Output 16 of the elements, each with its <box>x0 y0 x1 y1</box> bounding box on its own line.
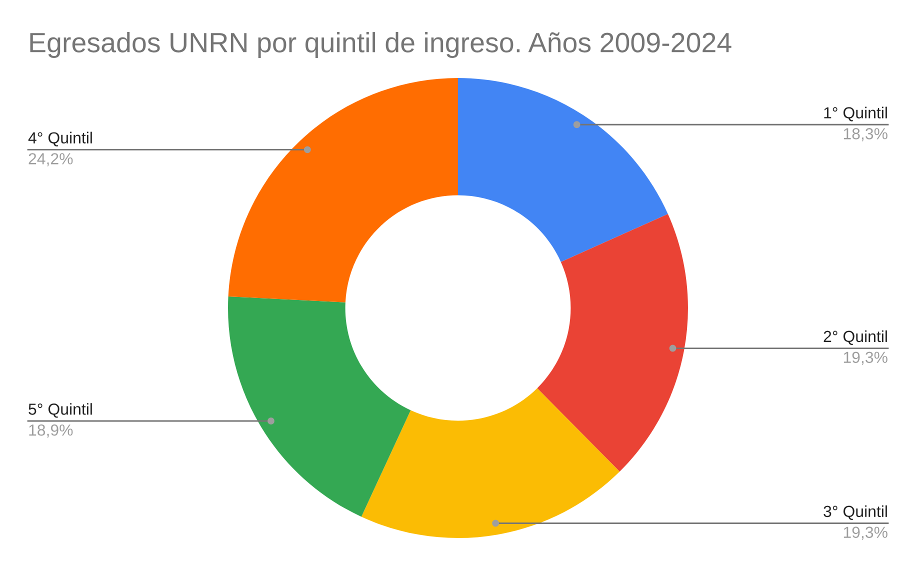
slice-label: 5° Quintil <box>28 403 92 418</box>
donut-slice <box>537 214 688 472</box>
donut-slice <box>361 388 620 538</box>
chart-title: Egresados UNRN por quintil de ingreso. Años 2009-2024 <box>30 32 732 58</box>
data-label: 18,9% <box>29 424 73 438</box>
data-label: 19,3% <box>844 526 888 540</box>
slice-label: 4° Quintil <box>28 132 92 146</box>
slice-label: 3° Quintil <box>824 505 887 520</box>
data-label: 19,3% <box>844 352 888 365</box>
donut-slice <box>228 296 411 517</box>
slice-label: 1° Quintil <box>824 106 887 122</box>
data-label: 18,3% <box>844 128 888 142</box>
slice-label: 2° Quintil <box>824 330 887 345</box>
donut-slice <box>228 78 458 302</box>
data-label: 24,2% <box>28 153 73 166</box>
donut-slice <box>458 78 668 262</box>
